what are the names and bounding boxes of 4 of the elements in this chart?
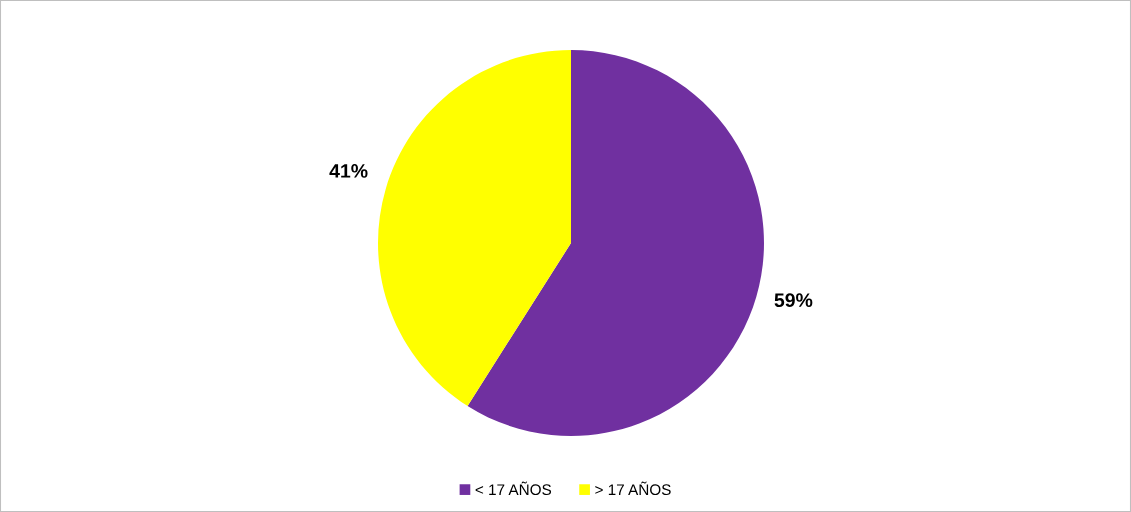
data-label: 59% xyxy=(774,293,813,308)
data-label: 41% xyxy=(329,164,368,178)
legend-label: < 17 AÑOS xyxy=(475,481,552,496)
legend-label: > 17 AÑOS xyxy=(595,481,671,496)
